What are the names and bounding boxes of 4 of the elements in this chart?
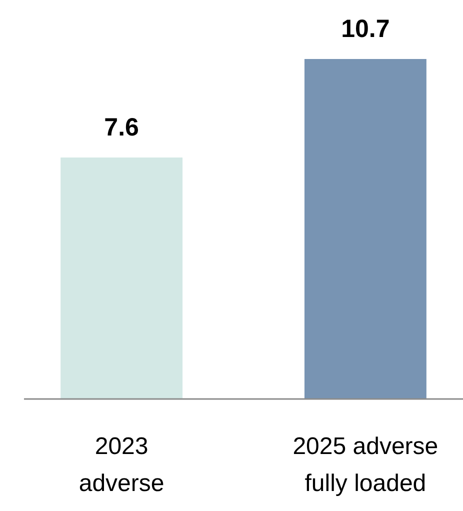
- data-label: 10.7: [341, 15, 390, 43]
- x-tick-label: 2025 adverse fully loaded: [292, 433, 438, 497]
- x-tick-label: 2023 adverse: [78, 433, 164, 497]
- data-label: 7.6: [104, 114, 139, 142]
